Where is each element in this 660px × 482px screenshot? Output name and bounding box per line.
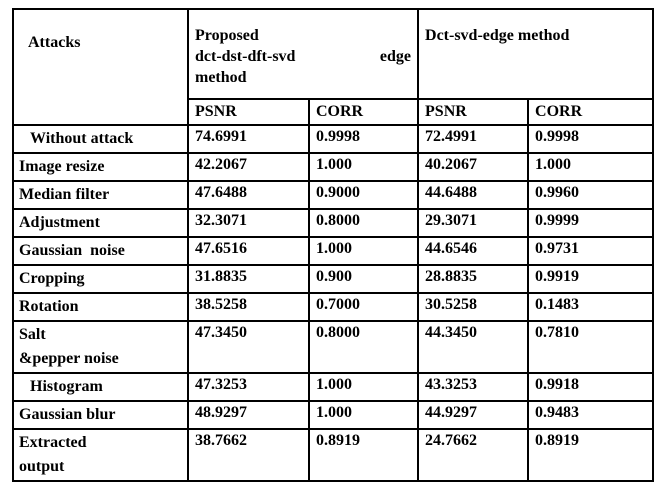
proposed-method-line2: dct-dst-dft-svd edge: [195, 48, 412, 65]
corr-dctsvd-cell: 0.9731: [527, 236, 655, 266]
psnr-dctsvd-cell: 29.3071: [417, 208, 530, 238]
psnr-proposed-cell: 47.3253: [187, 372, 310, 402]
corr-proposed-cell: 1.000: [307, 400, 420, 430]
attack-label-cell: Image resize: [12, 152, 189, 182]
attack-label: Image resize: [19, 158, 105, 175]
attack-label: Without attack: [30, 130, 134, 147]
header-row-methods: Attacks Proposed dct-dst-dft-svd edge me…: [12, 8, 655, 126]
attack-label-cell: Without attack: [12, 124, 189, 154]
attacks-header-label: Attacks: [28, 34, 81, 51]
corr-dctsvd-cell: 0.9998: [527, 124, 655, 154]
col-header-corr-dctsvd: CORR: [527, 98, 655, 126]
attack-label: Extracted: [19, 434, 87, 451]
psnr-proposed-cell: 48.9297: [187, 400, 310, 430]
psnr-dctsvd-cell: 72.4991: [417, 124, 530, 154]
col-header-psnr-proposed: PSNR: [187, 98, 310, 126]
attack-label-line2: &pepper noise: [19, 350, 119, 367]
attack-label-cell: Histogram: [12, 372, 189, 402]
psnr-proposed-cell: 31.8835: [187, 264, 310, 294]
attack-label-cell: Gaussian blur: [12, 400, 189, 430]
corr-proposed-cell: 0.9998: [307, 124, 420, 154]
corr-dctsvd-cell: 1.000: [527, 152, 655, 182]
attack-label-line2: output: [19, 458, 65, 475]
table-row-adjustment: Adjustment 32.3071 0.8000 29.3071 0.9999: [12, 208, 655, 238]
col-header-corr-proposed: CORR: [307, 98, 420, 126]
attack-label: Histogram: [30, 378, 103, 395]
attack-label: Gaussian noise: [19, 242, 125, 259]
corr-proposed-cell: 0.7000: [307, 292, 420, 322]
proposed-method-line3: method: [195, 69, 247, 86]
corr-proposed-cell: 1.000: [307, 152, 420, 182]
attack-label: Cropping: [19, 270, 85, 287]
attack-label-cell: Adjustment: [12, 208, 189, 238]
attack-label-cell: Cropping: [12, 264, 189, 294]
table-row-median-filter: Median filter 47.6488 0.9000 44.6488 0.9…: [12, 180, 655, 210]
corr-proposed-cell: 1.000: [307, 236, 420, 266]
table-row-gaussian-blur: Gaussian blur 48.9297 1.000 44.9297 0.94…: [12, 400, 655, 430]
header-row-metrics: PSNR CORR PSNR CORR: [13, 98, 655, 126]
attack-label: Adjustment: [19, 214, 100, 231]
table-row-without-attack: Without attack 74.6991 0.9998 72.4991 0.…: [12, 124, 655, 154]
psnr-proposed-cell: 47.6516: [187, 236, 310, 266]
psnr-dctsvd-cell: 40.2067: [417, 152, 530, 182]
psnr-proposed-cell: 74.6991: [187, 124, 310, 154]
table-row-cropping: Cropping 31.8835 0.900 28.8835 0.9919: [12, 264, 655, 294]
corr-proposed-cell: 0.8000: [307, 320, 420, 374]
dct-svd-method-label: Dct-svd-edge method: [425, 27, 570, 44]
table-row-histogram: Histogram 47.3253 1.000 43.3253 0.9918: [12, 372, 655, 402]
corr-proposed-cell: 0.900: [307, 264, 420, 294]
corr-dctsvd-cell: 0.9919: [527, 264, 655, 294]
proposed-method-line1: Proposed: [195, 27, 259, 44]
corr-dctsvd-cell: 0.7810: [527, 320, 655, 374]
psnr-dctsvd-cell: 43.3253: [417, 372, 530, 402]
attack-label: Salt: [19, 326, 46, 343]
psnr-dctsvd-cell: 30.5258: [417, 292, 530, 322]
table-row-gaussian-noise: Gaussian noise 47.6516 1.000 44.6546 0.9…: [12, 236, 655, 266]
psnr-proposed-cell: 32.3071: [187, 208, 310, 238]
results-table: Attacks Proposed dct-dst-dft-svd edge me…: [12, 8, 655, 482]
corr-dctsvd-cell: 0.1483: [527, 292, 655, 322]
attack-label: Gaussian blur: [19, 406, 116, 423]
psnr-dctsvd-cell: 44.6546: [417, 236, 530, 266]
dct-svd-method-header-cell: Dct-svd-edge method: [417, 8, 655, 100]
corr-dctsvd-cell: 0.9960: [527, 180, 655, 210]
psnr-dctsvd-cell: 44.3450: [417, 320, 530, 374]
psnr-proposed-cell: 42.2067: [187, 152, 310, 182]
corr-proposed-cell: 0.9000: [307, 180, 420, 210]
psnr-proposed-cell: 38.5258: [187, 292, 310, 322]
attacks-header-cell: Attacks: [12, 8, 189, 126]
corr-dctsvd-cell: 0.8919: [527, 428, 655, 482]
attack-label: Median filter: [19, 186, 110, 203]
table-row-rotation: Rotation 38.5258 0.7000 30.5258 0.1483: [12, 292, 655, 322]
corr-proposed-cell: 0.8919: [307, 428, 420, 482]
attack-label-cell: Extracted output: [12, 428, 189, 482]
psnr-dctsvd-cell: 44.6488: [417, 180, 530, 210]
psnr-proposed-cell: 38.7662: [187, 428, 310, 482]
proposed-method-header-cell: Proposed dct-dst-dft-svd edge method: [186, 8, 420, 100]
psnr-proposed-cell: 47.3450: [187, 320, 310, 374]
psnr-proposed-cell: 47.6488: [187, 180, 310, 210]
corr-dctsvd-cell: 0.9918: [527, 372, 655, 402]
corr-proposed-cell: 1.000: [307, 372, 420, 402]
attack-label-cell: Gaussian noise: [12, 236, 189, 266]
attack-label: Rotation: [19, 298, 79, 315]
attack-label-cell: Salt &pepper noise: [12, 320, 189, 374]
col-header-psnr-dctsvd: PSNR: [417, 98, 530, 126]
table-row-extracted-output: Extracted output 38.7662 0.8919 24.7662 …: [12, 428, 655, 482]
psnr-dctsvd-cell: 44.9297: [417, 400, 530, 430]
psnr-dctsvd-cell: 24.7662: [417, 428, 530, 482]
table-row-salt-pepper-noise: Salt &pepper noise 47.3450 0.8000 44.345…: [12, 320, 655, 374]
psnr-dctsvd-cell: 28.8835: [417, 264, 530, 294]
table-row-image-resize: Image resize 42.2067 1.000 40.2067 1.000: [12, 152, 655, 182]
corr-proposed-cell: 0.8000: [307, 208, 420, 238]
corr-dctsvd-cell: 0.9483: [527, 400, 655, 430]
attack-label-cell: Median filter: [12, 180, 189, 210]
attack-label-cell: Rotation: [12, 292, 189, 322]
corr-dctsvd-cell: 0.9999: [527, 208, 655, 238]
